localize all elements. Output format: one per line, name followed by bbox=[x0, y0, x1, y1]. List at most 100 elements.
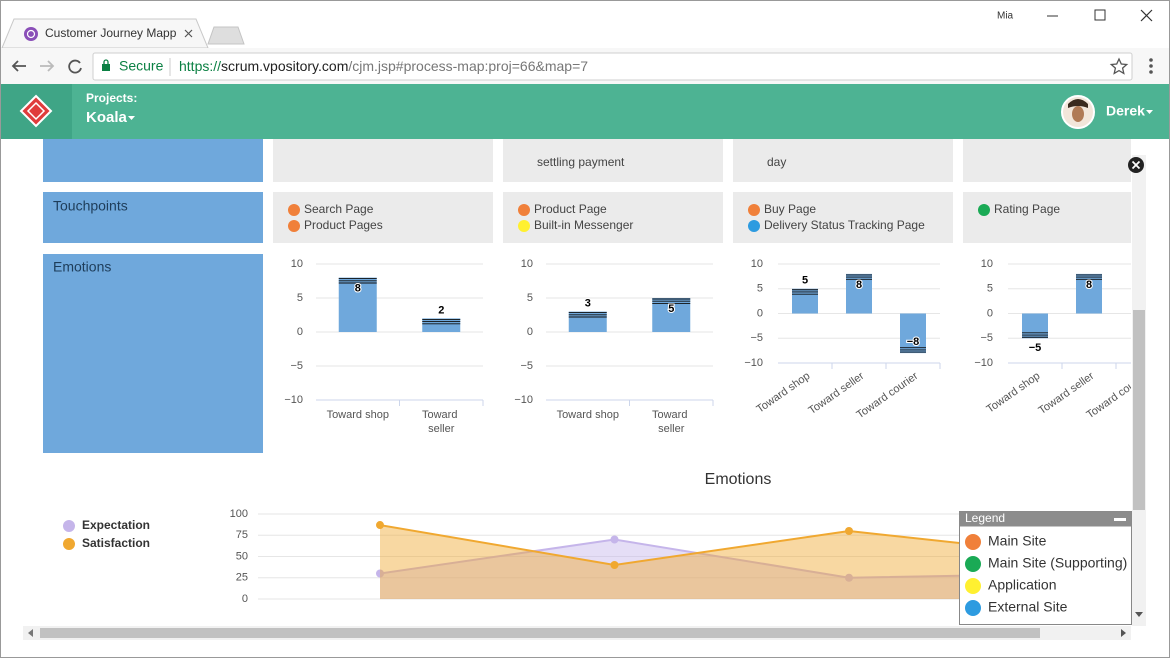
bar bbox=[1076, 273, 1102, 314]
value-label: −8 bbox=[907, 336, 920, 348]
touchpoint-name: Delivery Status Tracking Page bbox=[764, 218, 925, 232]
y-tick-label: 0 bbox=[242, 593, 248, 605]
value-label: 8 bbox=[856, 279, 862, 291]
value-label: 3 bbox=[585, 298, 591, 310]
y-tick-label: −10 bbox=[514, 394, 533, 406]
back-button[interactable] bbox=[11, 60, 26, 72]
touchpoint-dot bbox=[978, 204, 990, 216]
y-tick-label: −5 bbox=[520, 360, 533, 372]
y-tick-label: 25 bbox=[236, 572, 248, 584]
scroll-down[interactable] bbox=[1135, 612, 1143, 617]
stage-cell bbox=[963, 139, 1131, 182]
legend-panel-header bbox=[959, 511, 1132, 527]
legend-panel: Legend Main Site Main Site (Supporting) App… bbox=[959, 511, 1132, 625]
tab-favicon-ring bbox=[26, 29, 36, 39]
tab-close[interactable] bbox=[184, 29, 193, 38]
x-tick-label: Toward seller bbox=[652, 409, 691, 435]
url-host: scrum.vpository.com bbox=[221, 58, 348, 74]
value-label: 5 bbox=[802, 275, 808, 287]
y-tick-label: 10 bbox=[751, 258, 763, 270]
touchpoint-name: Product Pages bbox=[304, 218, 383, 232]
touchpoints-label-cell bbox=[43, 192, 263, 243]
value-label: 2 bbox=[438, 304, 444, 316]
y-tick-label: 0 bbox=[527, 326, 533, 338]
y-tick-label: 5 bbox=[527, 292, 533, 304]
legend-swatch bbox=[965, 556, 981, 572]
lock-shackle bbox=[103, 59, 109, 64]
x-tick-label: Toward shop bbox=[327, 409, 389, 421]
tab-title: Customer Journey Mapp bbox=[45, 26, 177, 40]
user-caret[interactable] bbox=[1146, 110, 1153, 114]
h-scroll-thumb[interactable] bbox=[40, 628, 1040, 638]
y-tick-label: 100 bbox=[230, 508, 248, 520]
touchpoint-cell bbox=[503, 192, 723, 243]
stage-text: settling payment bbox=[537, 155, 625, 169]
stage-label-cell bbox=[43, 139, 263, 182]
secure-label: Secure bbox=[119, 58, 164, 74]
point bbox=[610, 561, 619, 569]
project-selector[interactable]: Koala bbox=[86, 109, 128, 126]
touchpoint-dot bbox=[518, 220, 530, 232]
touchpoint-dot bbox=[288, 204, 300, 216]
y-tick-label: 0 bbox=[987, 307, 993, 319]
point bbox=[845, 573, 853, 582]
touchpoint-name: Built-in Messenger bbox=[534, 218, 633, 232]
y-tick-label: 10 bbox=[521, 258, 533, 270]
legend-label: Main Site (Supporting) bbox=[988, 555, 1127, 571]
legend-swatch bbox=[63, 538, 75, 550]
y-tick-label: 75 bbox=[236, 529, 248, 541]
touchpoint-cell bbox=[963, 192, 1131, 243]
value-label: 5 bbox=[668, 303, 674, 315]
area-fill bbox=[380, 525, 1084, 599]
omnibox[interactable] bbox=[92, 52, 1133, 81]
touchpoint-dot bbox=[518, 204, 530, 216]
touchpoint-name: Search Page bbox=[304, 202, 374, 216]
touchpoint-dot bbox=[748, 220, 760, 232]
legend-label: External Site bbox=[988, 599, 1068, 615]
project-caret[interactable] bbox=[128, 116, 135, 120]
scroll-left[interactable] bbox=[28, 629, 33, 637]
point bbox=[376, 569, 384, 578]
new-tab[interactable] bbox=[207, 26, 245, 45]
v-scroll-thumb[interactable] bbox=[1133, 310, 1145, 510]
chart-title: Emotions bbox=[705, 471, 772, 488]
url[interactable]: https://scrum.vpository.com/cjm.jsp#proc… bbox=[179, 58, 588, 74]
touchpoint-name: Product Page bbox=[534, 202, 607, 216]
value-label: 8 bbox=[1086, 279, 1092, 291]
user-menu[interactable]: Derek bbox=[1106, 103, 1145, 119]
profile-name[interactable]: Mia bbox=[997, 11, 1014, 22]
y-tick-label: 5 bbox=[757, 283, 763, 295]
touchpoint-name: Rating Page bbox=[994, 202, 1060, 216]
stage-text: day bbox=[767, 155, 786, 169]
touchpoint-cell bbox=[733, 192, 953, 243]
maximize[interactable] bbox=[1094, 9, 1106, 21]
stage-cell bbox=[733, 139, 953, 182]
bookmark-star[interactable] bbox=[1109, 57, 1129, 75]
bar bbox=[846, 273, 872, 314]
value-label: 8 bbox=[355, 283, 361, 295]
avatar-hair bbox=[1068, 99, 1088, 108]
reload-button[interactable] bbox=[68, 59, 82, 74]
legend-collapse[interactable] bbox=[1114, 518, 1126, 521]
point bbox=[845, 527, 853, 535]
point bbox=[610, 535, 619, 544]
logo bbox=[19, 94, 53, 128]
forward-button[interactable] bbox=[40, 60, 55, 72]
lock-icon bbox=[102, 64, 110, 71]
y-tick-label: 10 bbox=[981, 258, 993, 270]
y-tick-label: 5 bbox=[297, 292, 303, 304]
x-tick-label: Toward seller bbox=[422, 409, 461, 435]
close-window[interactable] bbox=[1140, 9, 1153, 22]
tab-favicon bbox=[24, 27, 38, 41]
scroll-right[interactable] bbox=[1121, 629, 1126, 637]
menu-button[interactable] bbox=[1149, 58, 1153, 74]
y-tick-label: −10 bbox=[974, 357, 993, 369]
touchpoint-dot bbox=[748, 204, 760, 216]
y-tick-label: −10 bbox=[744, 357, 763, 369]
y-tick-label: −5 bbox=[290, 360, 303, 372]
logo-inner bbox=[26, 101, 46, 121]
emotions-label: Emotions bbox=[53, 259, 111, 275]
bar bbox=[792, 288, 818, 314]
